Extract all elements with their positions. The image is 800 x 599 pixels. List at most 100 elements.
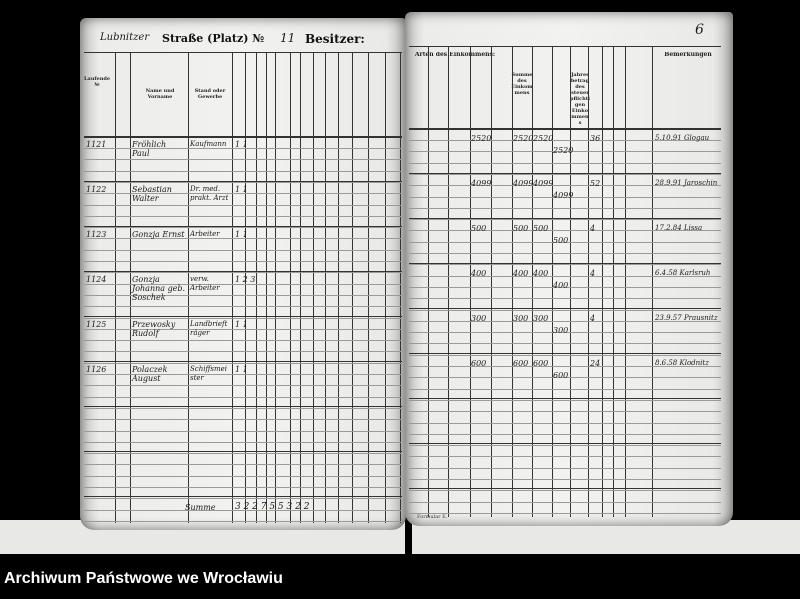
entry-separator [84, 496, 402, 497]
row-number: 1122 [86, 185, 107, 194]
ruled-line [84, 419, 402, 421]
column-rule [602, 46, 603, 517]
column-rule [275, 52, 276, 523]
taxable-income: 600 [553, 371, 569, 380]
ruled-line [409, 422, 721, 424]
ruled-line [84, 193, 402, 195]
ruled-line [84, 362, 402, 364]
taxpayer-occupation: verw. Arbeiter [190, 275, 220, 292]
ruled-line [409, 219, 721, 221]
income-value: 400 [471, 269, 487, 278]
ruled-line [409, 196, 721, 198]
ruled-line [409, 207, 721, 209]
column-rule [652, 46, 653, 517]
ruled-line [84, 340, 402, 342]
remark: 6.4.58 Karlsruh [655, 269, 711, 277]
row-number: 1125 [86, 320, 107, 329]
col-header-name: Name und Vorname [145, 88, 175, 100]
ruled-line [409, 332, 721, 334]
ruled-line [409, 399, 721, 401]
column-rule [352, 52, 353, 523]
column-rule [570, 46, 571, 517]
table-top-rule [84, 52, 402, 53]
ruled-line [84, 351, 402, 353]
income-sum-col19: 2520 [533, 134, 554, 143]
ruled-line [84, 227, 402, 229]
ruled-line [409, 241, 721, 243]
ruled-line [84, 487, 402, 488]
entry-separator [409, 173, 721, 174]
income-value: 4099 [471, 179, 492, 188]
ruled-line [84, 272, 402, 274]
taxable-income: 4099 [553, 191, 574, 200]
ruled-line [84, 294, 402, 296]
ruled-line [84, 453, 402, 455]
column-rule [385, 52, 386, 523]
entry-separator [409, 218, 721, 219]
ruled-line [84, 249, 402, 251]
entry-separator [409, 398, 721, 399]
ruled-line [84, 283, 402, 285]
ruled-line [84, 170, 402, 172]
ruled-line [409, 490, 721, 492]
entry-separator [84, 361, 402, 362]
income-value: 600 [471, 359, 487, 368]
taxpayer-name: Gonzja Ernst [132, 230, 185, 239]
tax-amount: 36 [590, 134, 601, 143]
tax-amount: 4 [590, 269, 596, 278]
column-rule [428, 46, 429, 517]
ruled-line [409, 309, 721, 311]
taxpayer-name: Gonzja Johanna geb. Soschek [132, 275, 186, 302]
column-rule [400, 52, 401, 523]
ruled-line [84, 261, 402, 262]
ruled-line [84, 385, 402, 387]
ruled-line [409, 377, 721, 379]
taxpayer-occupation: Landbriefträger [190, 320, 228, 337]
income-sum-col19: 400 [533, 269, 549, 278]
col-header-income-types: Arten des Einkommens: [414, 52, 496, 58]
tax-amount: 4 [590, 314, 596, 323]
ruled-line [84, 148, 402, 149]
entry-separator [409, 443, 721, 444]
column-rule [625, 46, 626, 517]
ruled-line [409, 298, 721, 300]
taxable-income: 2520 [553, 146, 574, 155]
column-rule [130, 52, 131, 523]
entry-separator [84, 181, 402, 182]
taxpayer-name: Przewosky Rudolf [132, 320, 176, 338]
ruled-line [84, 328, 402, 330]
column-rule [232, 52, 233, 523]
entry-separator [84, 226, 402, 227]
ruled-line [84, 441, 402, 443]
entry-separator [409, 308, 721, 309]
ruled-line [84, 215, 402, 217]
taxpayer-occupation: Kaufmann [190, 140, 227, 148]
income-sum: 300 [513, 314, 529, 323]
ruled-line [84, 238, 402, 240]
ruled-line [84, 509, 402, 511]
income-sum: 4099 [513, 179, 534, 188]
header-bottom-rule [84, 136, 402, 138]
totals-values: 3 2 2 7 5 5 3 2 2 [235, 502, 310, 512]
ruled-line [409, 411, 721, 413]
column-rule [325, 52, 326, 523]
ruled-line [84, 181, 402, 183]
ruled-line [409, 354, 721, 356]
street-label: Straße (Platz) № [162, 32, 265, 45]
household-counts: 1 1 [235, 320, 248, 329]
column-rule [245, 52, 246, 523]
taxpayer-occupation: Dr. med. prakt. Arzt [190, 185, 229, 202]
column-rule [613, 46, 614, 517]
ruled-line [409, 286, 721, 288]
totals-label: Summe [185, 503, 216, 512]
ruled-line [409, 185, 721, 187]
tax-amount: 52 [590, 179, 601, 188]
income-sum: 500 [513, 224, 529, 233]
column-rule [512, 46, 513, 517]
income-sum-col19: 600 [533, 359, 549, 368]
taxable-income: 300 [553, 326, 569, 335]
page-number: 6 [695, 22, 704, 38]
tax-amount: 4 [590, 224, 596, 233]
table-top-rule [409, 46, 721, 47]
street-name: Lubnitzer [100, 32, 150, 43]
